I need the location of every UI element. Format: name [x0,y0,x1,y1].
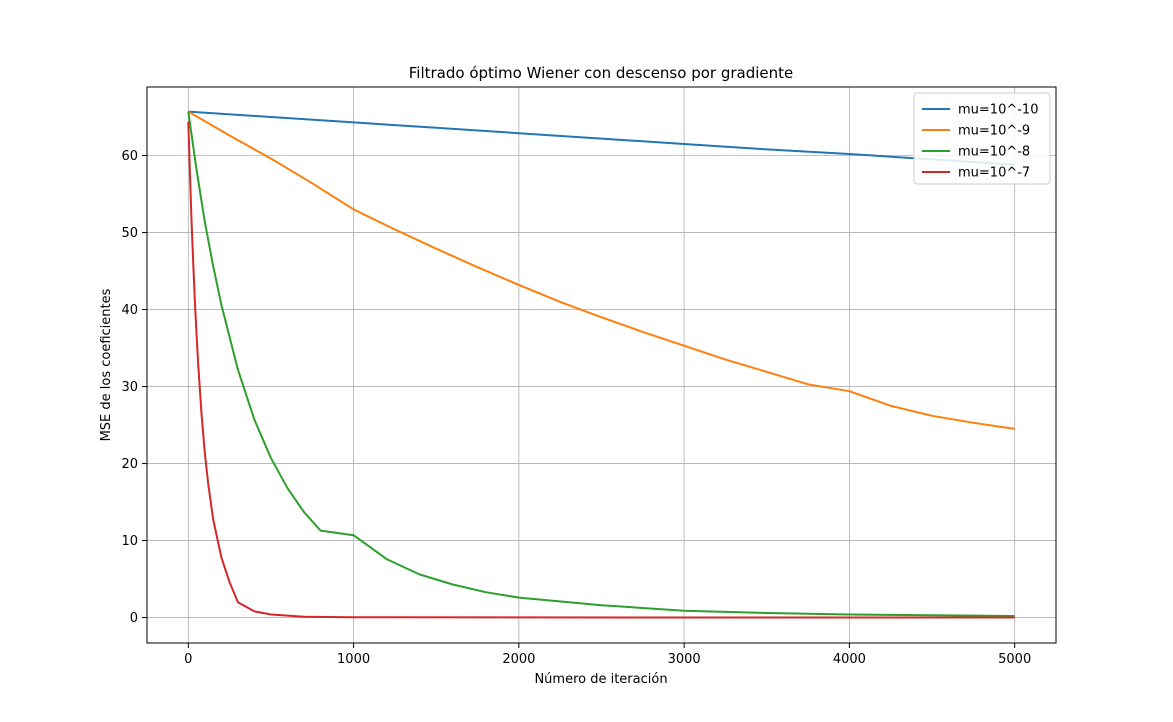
x-axis-label: Número de iteración [534,672,667,687]
chart-title: Filtrado óptimo Wiener con descenso por … [409,64,794,82]
y-tick-label-3: 30 [121,380,138,395]
legend-label-0: mu=10^-10 [958,103,1038,118]
legend-label-2: mu=10^-8 [958,145,1030,160]
y-axis-label: MSE de los coeficientes [99,288,114,441]
series-line-2 [187,111,1015,617]
y-tick-label-2: 20 [121,457,138,472]
x-tick-label-5: 5000 [998,652,1031,667]
legend: mu=10^-10 mu=10^-9 mu=10^-8 mu=10^-7 [913,92,1051,185]
x-tick-label-1: 1000 [337,652,370,667]
legend-box [913,92,1051,185]
y-tick-label-4: 40 [121,303,138,318]
x-tick-label-3: 3000 [668,652,701,667]
legend-label-1: mu=10^-9 [958,124,1030,139]
y-tick-label-5: 50 [121,226,138,241]
y-tick-label-0: 0 [130,611,138,626]
x-tick-label-0: 0 [184,652,192,667]
y-tick-label-6: 60 [121,149,138,164]
x-tick-label-2: 2000 [502,652,535,667]
plot-area: 0 1000 2000 3000 4000 5000 0 10 20 30 40 50 60 [121,86,1057,667]
axes-frame [146,86,1057,644]
x-tick-label-4: 4000 [833,652,866,667]
series-line-3 [187,121,1015,619]
series-line-0 [188,110,1015,166]
series-line-1 [187,110,1015,430]
legend-label-3: mu=10^-7 [958,166,1030,181]
y-tick-label-1: 10 [121,534,138,549]
